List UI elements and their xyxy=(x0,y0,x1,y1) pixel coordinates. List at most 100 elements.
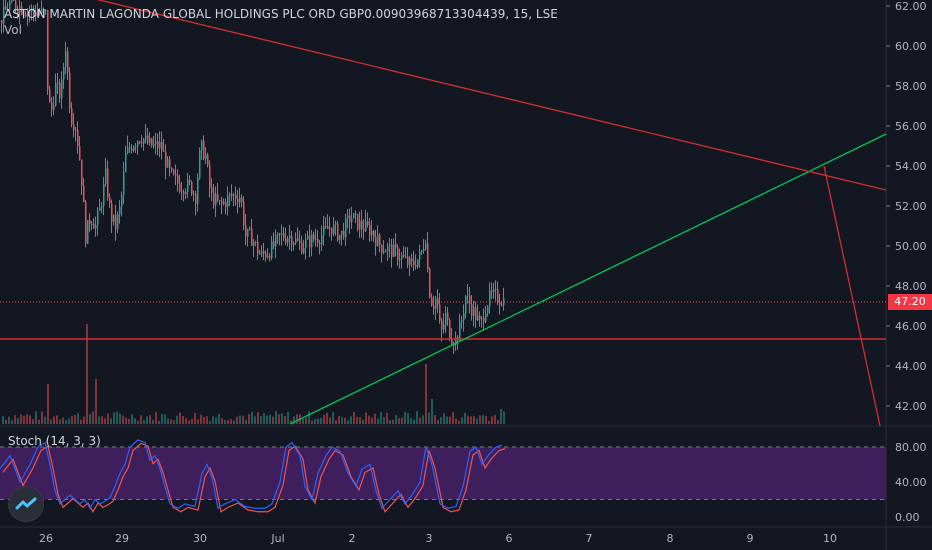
volume-bar xyxy=(443,413,445,424)
volume-bar xyxy=(131,414,133,424)
candle-body xyxy=(331,227,333,234)
volume-bar xyxy=(128,418,130,424)
volume-bar xyxy=(392,419,394,424)
candle-body xyxy=(115,214,117,229)
candle-body xyxy=(233,194,235,196)
volume-bar xyxy=(89,414,91,424)
time-tick-label: 10 xyxy=(823,532,837,545)
volume-bar xyxy=(209,420,211,424)
volume-bar xyxy=(179,412,181,424)
time-tick-label: 8 xyxy=(667,532,674,545)
volume-bar xyxy=(287,412,289,424)
stochastic-pane xyxy=(0,439,886,513)
candle-body xyxy=(249,228,251,230)
volume-bar xyxy=(80,419,82,424)
volume-bar xyxy=(104,418,106,424)
candle-body xyxy=(221,200,223,204)
price-tick-label: 54.00 xyxy=(895,160,927,173)
candle-body xyxy=(101,205,103,208)
volume-bar xyxy=(479,415,481,424)
candle-body xyxy=(493,289,495,293)
candle-body xyxy=(121,195,123,207)
volume-bar xyxy=(467,415,469,424)
candle-body xyxy=(197,178,199,204)
candle-body xyxy=(81,159,83,186)
candle-body xyxy=(177,175,179,184)
candle-body xyxy=(283,233,285,239)
candle-body xyxy=(157,141,159,149)
candle-body xyxy=(75,129,77,131)
candle-body xyxy=(59,82,61,99)
candle-body xyxy=(147,135,149,143)
volume-bar xyxy=(194,413,196,424)
volume-bar xyxy=(44,416,46,424)
candle-body xyxy=(451,338,453,344)
volume-bar xyxy=(329,417,331,424)
candle-body xyxy=(49,89,51,103)
candle-body xyxy=(271,241,273,259)
volume-bar xyxy=(317,418,319,424)
candle-body xyxy=(117,213,119,229)
candle-body xyxy=(231,193,233,196)
candle-body xyxy=(437,298,439,305)
volume-bar xyxy=(56,415,58,424)
volume-bar xyxy=(95,379,97,424)
candle-body xyxy=(477,315,479,321)
volume-bar xyxy=(149,415,151,424)
volume-bar xyxy=(158,420,160,424)
candle-body xyxy=(441,320,443,330)
volume-bar xyxy=(125,417,127,424)
volume-bar xyxy=(122,415,124,424)
candle-body xyxy=(297,238,299,241)
volume-bar xyxy=(326,412,328,424)
volume-bar xyxy=(152,419,154,424)
candle-body xyxy=(225,201,227,207)
volume-bar xyxy=(500,409,502,424)
volume-bar xyxy=(503,411,505,424)
candle-body xyxy=(359,220,361,230)
candle-body xyxy=(305,239,307,249)
symbol-legend: ASTON MARTIN LAGONDA GLOBAL HOLDINGS PLC… xyxy=(4,6,558,38)
volume-bar xyxy=(38,419,40,424)
volume-bar xyxy=(134,418,136,424)
candle-body xyxy=(399,259,401,261)
candle-body xyxy=(389,244,391,246)
volume-bar xyxy=(464,412,466,424)
time-tick-label: 30 xyxy=(193,532,207,545)
candle-body xyxy=(71,108,73,125)
volume-bar xyxy=(353,411,355,424)
candle-body xyxy=(167,159,169,168)
volume-bar xyxy=(53,416,55,424)
volume-bar xyxy=(47,384,49,424)
candle-body xyxy=(171,168,173,171)
candle-body xyxy=(407,256,409,265)
candle-body xyxy=(17,8,19,13)
candle-body xyxy=(119,206,121,214)
volume-bar xyxy=(11,420,13,424)
tradingview-logo[interactable] xyxy=(8,486,44,522)
drawings-layer[interactable] xyxy=(0,0,887,427)
candle-body xyxy=(469,295,471,305)
candle-body xyxy=(459,321,461,341)
candle-body xyxy=(349,215,351,222)
volume-bar xyxy=(401,417,403,424)
candle-body xyxy=(151,138,153,147)
candle-body xyxy=(79,146,81,160)
candle-body xyxy=(11,0,13,2)
volume-bar xyxy=(107,413,109,424)
volume-bar xyxy=(92,411,94,424)
candle-body xyxy=(481,318,483,320)
volume-bar xyxy=(101,416,103,424)
volume-bar xyxy=(242,415,244,424)
candle-body xyxy=(483,318,485,322)
candle-body xyxy=(193,193,195,195)
volume-bar xyxy=(395,415,397,424)
volume-bar xyxy=(434,414,436,424)
candle-body xyxy=(383,251,385,253)
candle-body xyxy=(471,304,473,316)
candle-body xyxy=(369,224,371,236)
candle-body xyxy=(41,8,43,13)
candle-body xyxy=(269,255,271,259)
candle-body xyxy=(387,245,389,252)
